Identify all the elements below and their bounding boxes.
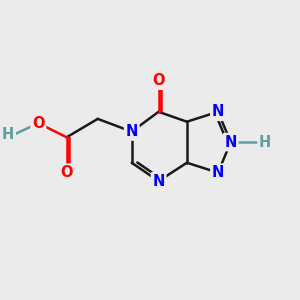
Text: H: H [2,127,14,142]
Text: N: N [224,135,237,150]
Text: N: N [125,124,138,139]
Text: O: O [32,116,45,130]
Text: N: N [212,104,224,119]
Text: O: O [152,73,165,88]
Text: O: O [60,165,73,180]
Text: H: H [259,135,271,150]
Text: N: N [212,165,224,180]
Text: N: N [152,174,165,189]
